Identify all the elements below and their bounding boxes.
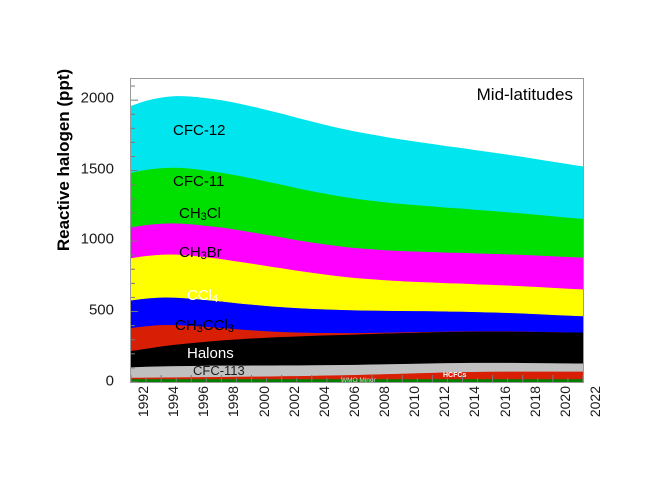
x-tick-2002: 2002 bbox=[285, 386, 302, 418]
y-axis-tick-labels: 0 500 1000 1500 2000 bbox=[60, 78, 122, 390]
y-tick-2000: 2000 bbox=[80, 89, 114, 107]
x-tick-2006: 2006 bbox=[345, 386, 362, 418]
x-axis-tick-labels: 1992 1994 1996 1998 2000 2002 2004 2006 2008 2010… bbox=[130, 386, 603, 456]
x-tick-2020: 2020 bbox=[556, 386, 573, 418]
x-tick-2004: 2004 bbox=[315, 386, 332, 418]
area-series-wmo-minor bbox=[131, 378, 583, 382]
x-tick-2010: 2010 bbox=[406, 386, 423, 418]
y-tick-500: 500 bbox=[88, 301, 114, 319]
y-tick-1500: 1500 bbox=[80, 160, 114, 178]
y-tick-1000: 1000 bbox=[80, 230, 114, 248]
x-tick-2012: 2012 bbox=[436, 386, 453, 418]
x-tick-2014: 2014 bbox=[466, 386, 483, 418]
x-tick-2022: 2022 bbox=[587, 386, 603, 418]
stacked-area-series bbox=[131, 96, 583, 382]
chart-plot-area: Mid-latitudes CFC-12 CFC-11 CH3Cl CH3Br … bbox=[130, 78, 584, 384]
x-tick-2016: 2016 bbox=[496, 386, 513, 418]
panel-title: Mid-latitudes bbox=[476, 85, 573, 104]
x-tick-2008: 2008 bbox=[376, 386, 393, 418]
x-tick-1998: 1998 bbox=[225, 386, 242, 418]
x-tick-1992: 1992 bbox=[135, 386, 151, 418]
x-tick-1994: 1994 bbox=[165, 386, 182, 418]
x-tick-2000: 2000 bbox=[255, 386, 272, 418]
y-tick-0: 0 bbox=[105, 372, 114, 390]
area-series-cfc-12 bbox=[131, 96, 583, 219]
x-tick-2018: 2018 bbox=[526, 386, 543, 418]
x-tick-1996: 1996 bbox=[195, 386, 212, 418]
